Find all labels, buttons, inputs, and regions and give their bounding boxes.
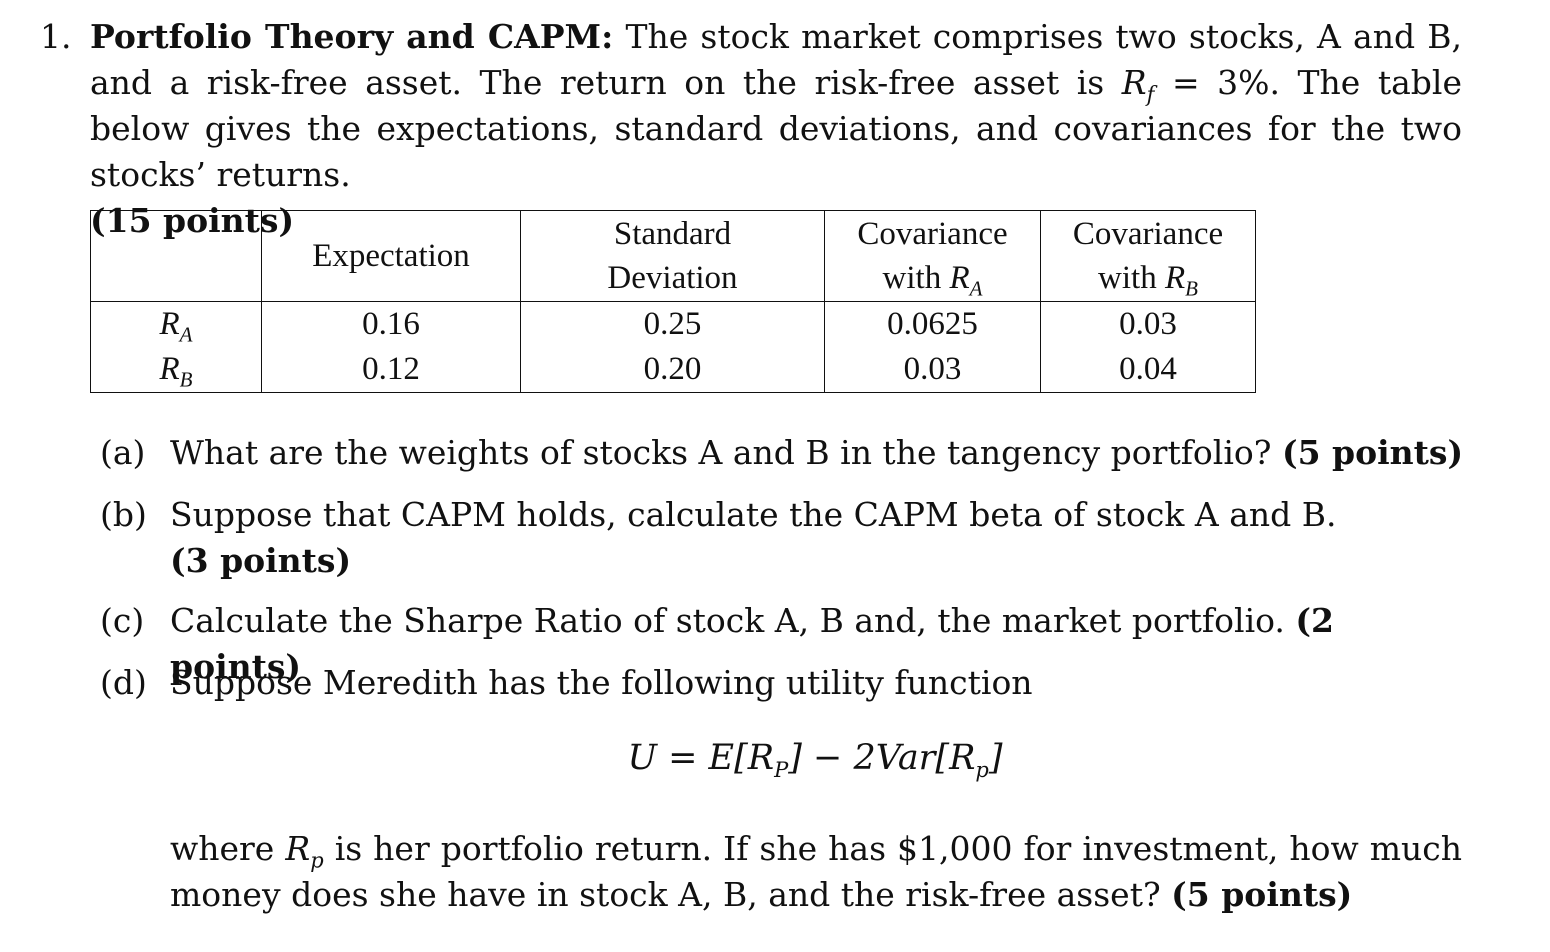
rp-symbol: R: [285, 829, 311, 868]
part-text: What are the weights of stocks A and B i…: [170, 433, 1272, 472]
part-label: (b): [100, 495, 147, 534]
cell-expectation: 0.16: [261, 301, 521, 347]
cell-cov-b: 0.04: [1040, 347, 1256, 393]
returns-table: Expectation Standard Deviation Covarianc…: [90, 210, 1256, 393]
question-number: 1.: [40, 17, 72, 56]
header-cov-a: Covariance with RA: [824, 210, 1041, 302]
part-text: Calculate the Sharpe Ratio of stock A, B…: [170, 601, 1285, 640]
part-label: (c): [100, 601, 145, 640]
rf-subscript: f: [1146, 82, 1155, 107]
rf-symbol: R: [1121, 63, 1147, 102]
intro-text-1: The stock market comprises two stocks, A…: [90, 17, 1462, 102]
part-points: (5 points): [1281, 433, 1464, 472]
part-points: (3 points): [170, 541, 352, 580]
final-points: (5 points): [1171, 875, 1353, 914]
cell-cov-b: 0.03: [1040, 301, 1256, 347]
final-text-2: is her portfolio return. If she has $1,0…: [170, 829, 1462, 914]
intro-text-2: = 3%. The table below gives the expectat…: [90, 63, 1462, 194]
part-label: (a): [100, 433, 146, 472]
question-intro: Portfolio Theory and CAPM: The stock mar…: [90, 14, 1462, 244]
header-std-dev: Standard Deviation: [520, 210, 825, 302]
question-title: Portfolio Theory and CAPM:: [90, 17, 614, 56]
utility-formula: U = E[RP] − 2Var[Rp]: [627, 738, 1003, 782]
table-header-row: Expectation Standard Deviation Covarianc…: [90, 210, 1256, 302]
part-text: Suppose Meredith has the following utili…: [170, 663, 1033, 702]
cell-std: 0.20: [520, 347, 825, 393]
part-label: (d): [100, 663, 147, 702]
table-row: RA 0.16 0.25 0.0625 0.03: [90, 301, 1256, 347]
table-row: RB 0.12 0.20 0.03 0.04: [90, 347, 1256, 393]
part-d-question: where Rp is her portfolio return. If she…: [170, 826, 1462, 918]
cell-cov-a: 0.0625: [824, 301, 1041, 347]
part-points: (2 points): [170, 601, 1334, 686]
rp-subscript: p: [310, 848, 324, 873]
row-label-a: RA: [90, 301, 262, 347]
row-label-b: RB: [90, 347, 262, 393]
part-text: Suppose that CAPM holds, calculate the C…: [170, 495, 1337, 534]
cell-cov-a: 0.03: [824, 347, 1041, 393]
header-empty: [90, 210, 262, 302]
final-text-1: where: [170, 829, 275, 868]
header-cov-b: Covariance with RB: [1040, 210, 1256, 302]
cell-std: 0.25: [520, 301, 825, 347]
header-expectation: Expectation: [261, 210, 521, 302]
cell-expectation: 0.12: [261, 347, 521, 393]
